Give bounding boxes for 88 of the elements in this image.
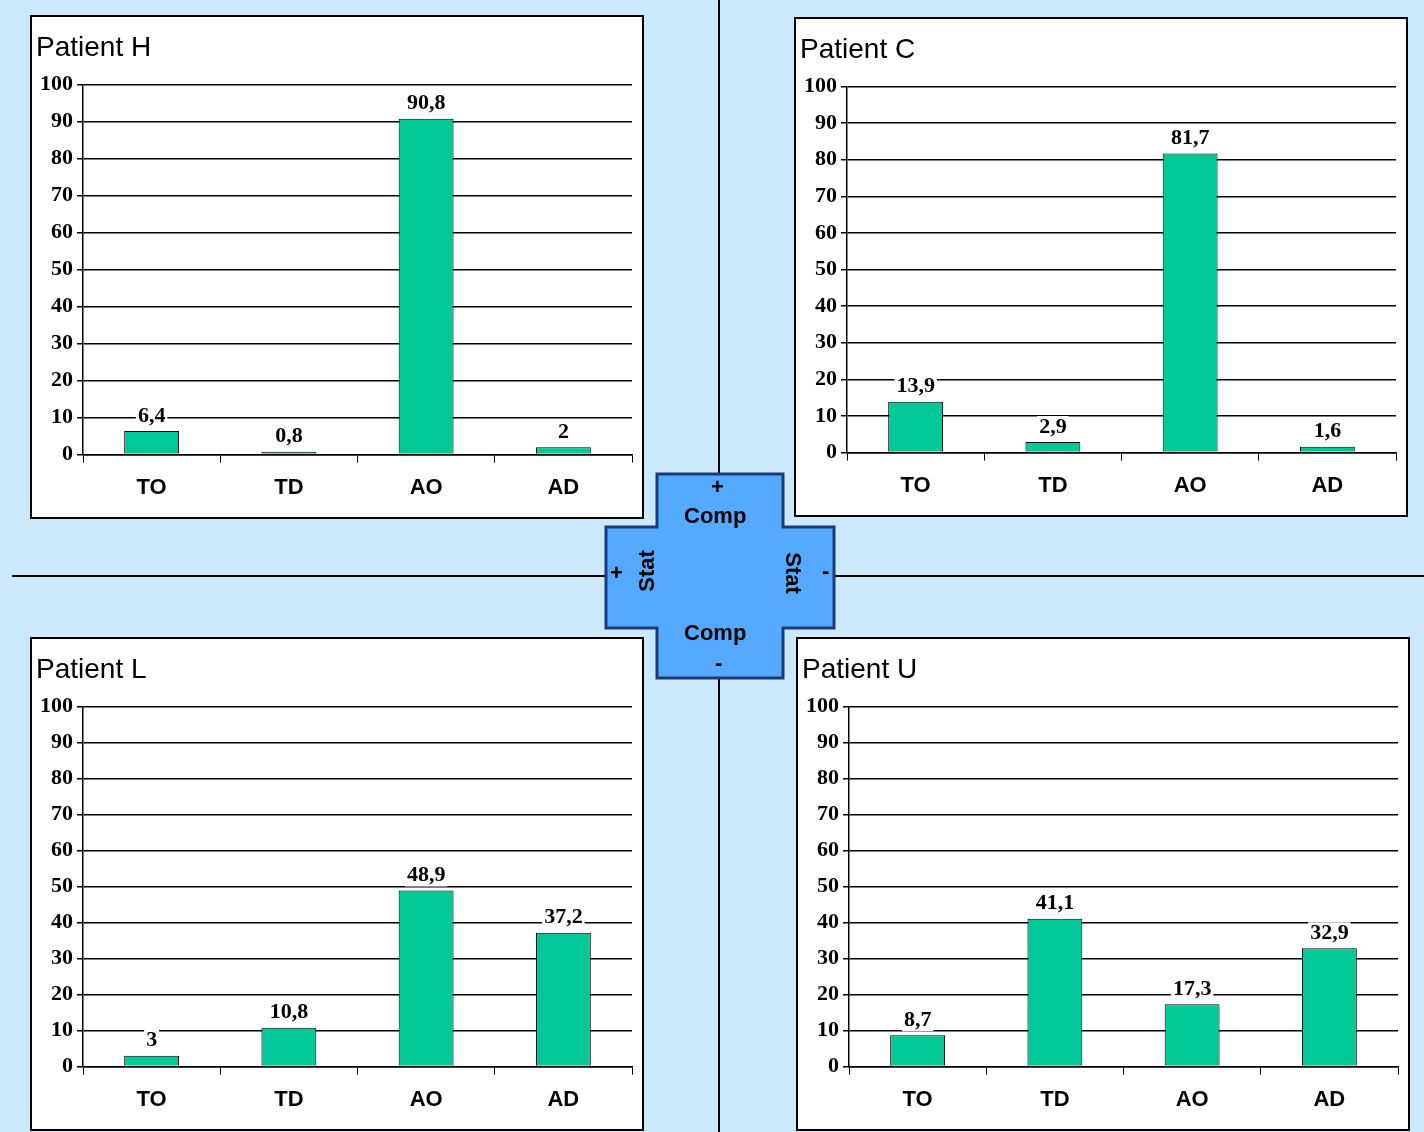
y-tick-label: 10 bbox=[815, 401, 837, 427]
y-tick-label: 60 bbox=[51, 836, 73, 862]
y-tick-label: 40 bbox=[817, 908, 839, 934]
y-tick-label: 30 bbox=[815, 328, 837, 354]
y-tick-label: 40 bbox=[51, 908, 73, 934]
y-tick-label: 0 bbox=[62, 440, 73, 466]
y-tick-label: 100 bbox=[804, 72, 837, 98]
data-label: 41,1 bbox=[1035, 889, 1075, 915]
x-tick-label: AO bbox=[1173, 471, 1207, 497]
chart-title: Patient C bbox=[800, 32, 916, 64]
y-tick-label: 20 bbox=[815, 365, 837, 391]
x-tick-label: TD bbox=[274, 473, 304, 499]
data-label: 1,6 bbox=[1313, 417, 1342, 443]
data-label: 90,8 bbox=[406, 89, 446, 115]
y-tick-label: 50 bbox=[51, 255, 73, 281]
y-tick-label: 80 bbox=[51, 764, 73, 790]
y-tick-label: 90 bbox=[51, 107, 73, 133]
y-tick-label: 90 bbox=[817, 728, 839, 754]
data-label: 32,9 bbox=[1310, 918, 1349, 944]
y-tick-label: 70 bbox=[51, 800, 73, 826]
y-tick-label: 50 bbox=[815, 255, 837, 281]
data-label: 17,3 bbox=[1172, 975, 1212, 1001]
text: Stat bbox=[633, 550, 660, 592]
y-tick-label: 70 bbox=[817, 800, 839, 826]
data-label: 6,4 bbox=[137, 401, 166, 427]
y-tick-label: 80 bbox=[51, 144, 73, 170]
data-label: 81,7 bbox=[1170, 124, 1210, 150]
y-tick-label: 80 bbox=[817, 764, 839, 790]
y-tick-label: 50 bbox=[51, 872, 73, 898]
y-tick-label: 20 bbox=[51, 366, 73, 392]
x-tick-label: TO bbox=[900, 471, 931, 497]
y-tick-label: 10 bbox=[51, 403, 73, 429]
data-label: 8,7 bbox=[903, 1005, 932, 1031]
x-tick-label: AD bbox=[1313, 1085, 1346, 1111]
y-tick-label: 60 bbox=[51, 218, 73, 244]
x-tick-label: AO bbox=[409, 473, 443, 499]
text: Comp bbox=[684, 620, 747, 646]
x-tick-label: AO bbox=[409, 1085, 443, 1111]
y-tick-label: 10 bbox=[51, 1016, 73, 1042]
data-label: 2,9 bbox=[1039, 412, 1067, 438]
chart-title: Patient L bbox=[36, 652, 147, 684]
y-tick-label: 40 bbox=[815, 291, 837, 317]
x-tick-label: TD bbox=[1038, 471, 1068, 497]
data-label: 0,8 bbox=[275, 422, 303, 448]
text: - bbox=[715, 650, 723, 676]
y-tick-label: 80 bbox=[815, 145, 837, 171]
y-tick-label: 0 bbox=[62, 1052, 73, 1078]
data-label: 13,9 bbox=[896, 372, 935, 398]
text: + bbox=[610, 560, 623, 586]
x-tick-label: AO bbox=[1175, 1085, 1209, 1111]
y-tick-label: 90 bbox=[815, 108, 837, 134]
y-tick-label: 30 bbox=[51, 944, 73, 970]
text: Stat bbox=[779, 552, 806, 594]
y-tick-label: 100 bbox=[40, 70, 73, 96]
y-tick-label: 0 bbox=[828, 1052, 839, 1078]
y-tick-label: 20 bbox=[817, 980, 839, 1006]
y-tick-label: 40 bbox=[51, 292, 73, 318]
x-tick-label: TD bbox=[274, 1085, 304, 1111]
y-tick-label: 70 bbox=[815, 182, 837, 208]
y-tick-label: 30 bbox=[817, 944, 839, 970]
x-tick-label: TO bbox=[136, 473, 167, 499]
data-label: 37,2 bbox=[544, 903, 583, 929]
y-tick-label: 50 bbox=[817, 872, 839, 898]
x-tick-label: TD bbox=[1040, 1085, 1070, 1111]
data-label: 3 bbox=[146, 1026, 158, 1052]
y-tick-label: 60 bbox=[817, 836, 839, 862]
text: - bbox=[822, 558, 830, 584]
x-tick-label: AD bbox=[547, 473, 580, 499]
y-tick-label: 10 bbox=[817, 1016, 839, 1042]
y-tick-label: 100 bbox=[40, 692, 73, 718]
x-tick-label: AD bbox=[547, 1085, 580, 1111]
text: + bbox=[711, 474, 724, 500]
y-tick-label: 0 bbox=[826, 438, 837, 464]
y-tick-label: 20 bbox=[51, 980, 73, 1006]
y-tick-label: 60 bbox=[815, 218, 837, 244]
x-tick-label: AD bbox=[1311, 471, 1344, 497]
y-tick-label: 100 bbox=[806, 692, 839, 718]
data-label: 2 bbox=[557, 417, 569, 443]
chart-title: Patient H bbox=[36, 30, 152, 62]
data-label: 10,8 bbox=[269, 998, 309, 1024]
y-tick-label: 90 bbox=[51, 728, 73, 754]
x-tick-label: TO bbox=[136, 1085, 167, 1111]
text: Comp bbox=[684, 503, 747, 529]
y-tick-label: 30 bbox=[51, 329, 73, 355]
x-tick-label: TO bbox=[902, 1085, 933, 1111]
chart-title: Patient U bbox=[802, 652, 918, 684]
data-label: 48,9 bbox=[406, 861, 446, 887]
y-tick-label: 70 bbox=[51, 181, 73, 207]
